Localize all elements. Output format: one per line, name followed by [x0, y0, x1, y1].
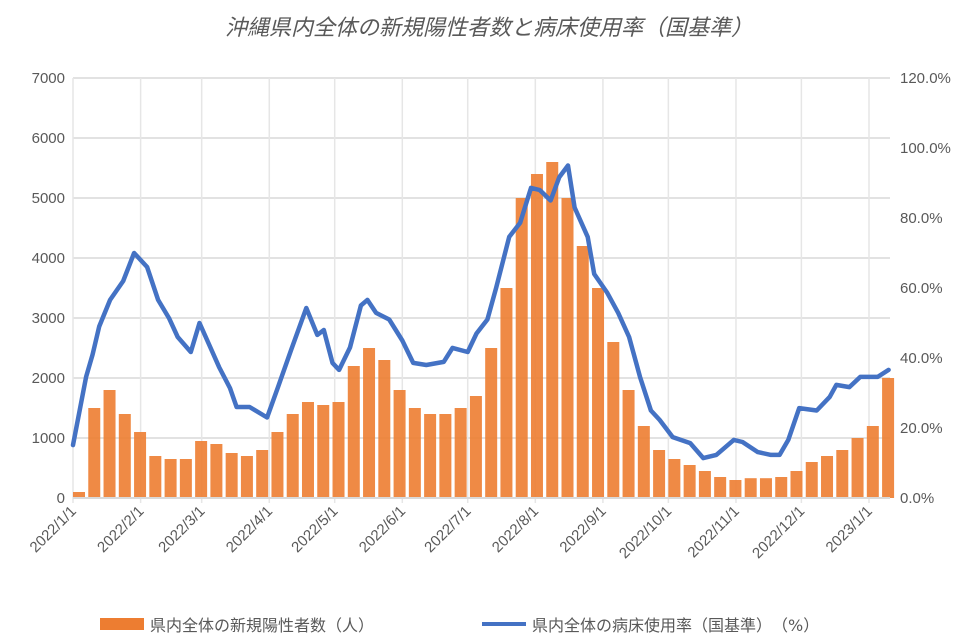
bar-new-cases [195, 441, 208, 498]
x-tick-label: 2022/11/1 [684, 503, 742, 561]
bar-new-cases [424, 414, 437, 498]
bar-new-cases [592, 288, 605, 498]
y-left-tick-label: 3000 [32, 310, 65, 327]
bar-new-cases [408, 408, 421, 498]
bar-new-cases [759, 478, 772, 498]
legend-swatch-bar [100, 618, 144, 630]
bar-new-cases [561, 198, 574, 498]
bar-new-cases [179, 459, 192, 498]
legend-item-cases: 県内全体の新規陽性者数（人） [100, 612, 374, 636]
bar-new-cases [668, 459, 681, 498]
x-tick-label: 2022/10/1 [616, 503, 675, 562]
x-tick-label: 2022/3/1 [155, 503, 208, 556]
x-tick-label: 2023/1/1 [823, 503, 876, 556]
x-tick-label: 2022/6/1 [356, 503, 409, 556]
x-tick-label: 2022/9/1 [556, 503, 609, 556]
bar-new-cases [332, 402, 345, 498]
bar-new-cases [744, 478, 757, 498]
x-tick-label: 2022/7/1 [421, 503, 474, 556]
x-tick-label: 2022/5/1 [288, 503, 341, 556]
y-left-tick-label: 4000 [32, 250, 65, 267]
bar-new-cases [530, 174, 543, 498]
bar-new-cases [149, 456, 162, 498]
bar-new-cases [286, 414, 299, 498]
y-left-tick-label: 6000 [32, 130, 65, 147]
bar-new-cases [240, 456, 253, 498]
bar-new-cases [439, 414, 452, 498]
bar-new-cases [134, 432, 147, 498]
y-right-tick-label: 120.0% [900, 70, 951, 87]
y-left-tick-label: 0 [57, 490, 65, 507]
bar-new-cases [317, 405, 330, 498]
bar-new-cases [347, 366, 360, 498]
bar-new-cases [882, 378, 895, 498]
bar-new-cases [637, 426, 650, 498]
bar-new-cases [118, 414, 131, 498]
bar-new-cases [210, 444, 223, 498]
bar-new-cases [164, 459, 177, 498]
bar-new-cases [271, 432, 284, 498]
legend-swatch-line [482, 622, 526, 626]
line-bed-occupancy [70, 163, 891, 461]
bar-new-cases [607, 342, 620, 498]
bar-new-cases [698, 471, 711, 498]
bar-new-cases [88, 408, 101, 498]
bar-new-cases [363, 348, 376, 498]
bar-new-cases [469, 396, 482, 498]
bar-new-cases [485, 348, 498, 498]
bar-new-cases [729, 480, 742, 498]
bar-new-cases [515, 198, 528, 498]
bar-new-cases [714, 477, 727, 498]
y-left-tick-label: 1000 [32, 430, 65, 447]
y-left-tick-label: 5000 [32, 190, 65, 207]
y-right-tick-label: 40.0% [900, 350, 943, 367]
bar-new-cases [836, 450, 849, 498]
bar-new-cases [378, 360, 391, 498]
y-left-tick-label: 2000 [32, 370, 65, 387]
bar-new-cases [851, 438, 864, 498]
y-left-tick-label: 7000 [32, 70, 65, 87]
legend-label-occupancy: 県内全体の病床使用率（国基準） （%） [532, 616, 820, 635]
y-right-tick-label: 60.0% [900, 280, 943, 297]
bar-new-cases [73, 492, 85, 498]
bar-new-cases [454, 408, 467, 498]
bar-new-cases [225, 453, 238, 498]
x-tick-label: 2022/1/1 [27, 503, 80, 556]
bar-new-cases [821, 456, 834, 498]
bar-new-cases [393, 390, 406, 498]
bar-new-cases [500, 288, 513, 498]
bar-new-cases [775, 477, 788, 498]
x-tick-label: 2022/12/1 [749, 503, 808, 562]
x-tick-label: 2022/8/1 [489, 503, 542, 556]
legend-label-cases: 県内全体の新規陽性者数（人） [150, 616, 375, 635]
y-right-tick-label: 0.0% [900, 490, 934, 507]
bar-new-cases [790, 471, 803, 498]
bar-new-cases [546, 162, 559, 498]
bar-new-cases [805, 462, 818, 498]
x-tick-label: 2022/2/1 [94, 503, 147, 556]
bar-new-cases [301, 402, 314, 498]
x-tick-label: 2022/4/1 [223, 503, 276, 556]
y-right-tick-label: 80.0% [900, 210, 943, 227]
bar-new-cases [256, 450, 269, 498]
chart-title: 沖縄県内全体の新規陽性者数と病床使用率（国基準） [224, 16, 753, 41]
bar-new-cases [683, 465, 696, 498]
y-right-tick-label: 20.0% [900, 420, 943, 437]
bar-new-cases [103, 390, 116, 498]
bar-new-cases [866, 426, 879, 498]
bar-new-cases [653, 450, 666, 498]
y-right-tick-label: 100.0% [900, 140, 951, 157]
bar-new-cases [622, 390, 635, 498]
bar-new-cases [576, 246, 589, 498]
legend-item-occupancy: 県内全体の病床使用率（国基準） （%） [482, 612, 819, 636]
